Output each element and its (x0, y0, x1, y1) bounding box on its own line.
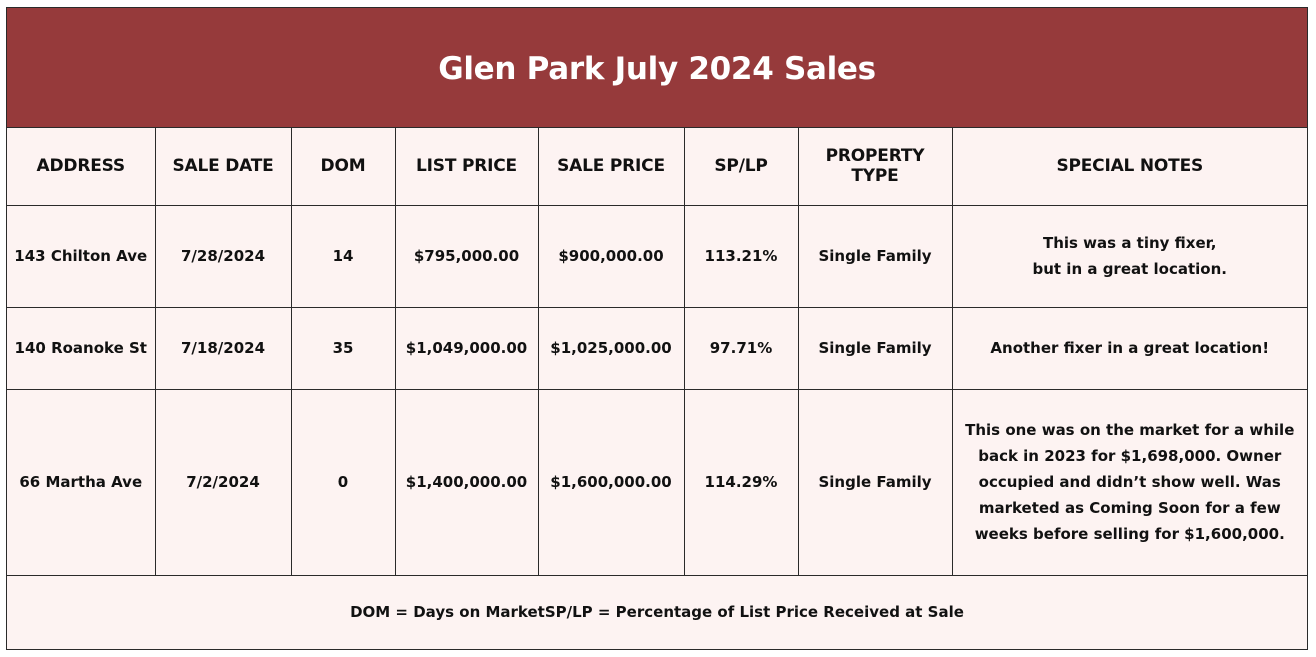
special-notes-cell: This was a tiny fixer, but in a great lo… (951, 204, 1307, 308)
dom-cell: 14 (290, 204, 396, 308)
sp-lp-cell: 97.71% (683, 306, 799, 390)
list-price-cell: $1,400,000.00 (394, 388, 539, 576)
list-price-cell: $795,000.00 (394, 204, 539, 308)
note-line: occupied and didn’t show well. Was (978, 473, 1281, 491)
sales-table: ADDRESS SALE DATE DOM LIST PRICE SALE PR… (7, 128, 1307, 576)
sale-price-cell: $900,000.00 (537, 204, 685, 308)
column-header-list-price: LIST PRICE (394, 128, 539, 206)
sales-sheet: Glen Park July 2024 Sales ADDRESS SALE D… (6, 7, 1308, 650)
address-cell: 66 Martha Ave (7, 388, 156, 576)
column-header-address: ADDRESS (7, 128, 156, 206)
table-row: 140 Roanoke St 7/18/2024 35 $1,049,000.0… (7, 306, 1307, 390)
note-line: This one was on the market for a while (965, 421, 1295, 439)
dom-cell: 0 (290, 388, 396, 576)
address-cell: 140 Roanoke St (7, 306, 156, 390)
table-row: 143 Chilton Ave 7/28/2024 14 $795,000.00… (7, 204, 1307, 308)
table-row: 66 Martha Ave 7/2/2024 0 $1,400,000.00 $… (7, 388, 1307, 576)
column-header-sale-price: SALE PRICE (537, 128, 685, 206)
sale-date-cell: 7/18/2024 (154, 306, 292, 390)
note-line: weeks before selling for $1,600,000. (974, 525, 1285, 543)
note-line: This was a tiny fixer, (1042, 234, 1217, 252)
note-line: but in a great location. (1032, 260, 1227, 278)
property-type-cell: Single Family (797, 388, 953, 576)
column-header-special-notes: SPECIAL NOTES (951, 128, 1307, 206)
note-line: Another fixer in a great location! (990, 339, 1270, 357)
sale-price-cell: $1,025,000.00 (537, 306, 685, 390)
title-banner: Glen Park July 2024 Sales (7, 8, 1307, 128)
column-header-property-type: PROPERTY TYPE (797, 128, 953, 206)
special-notes-cell: Another fixer in a great location! (951, 306, 1307, 390)
column-header-dom: DOM (290, 128, 396, 206)
legend-footer: DOM = Days on Market SP/LP = Percentage … (7, 575, 1307, 649)
sp-lp-cell: 113.21% (683, 204, 799, 308)
note-line: marketed as Coming Soon for a few (978, 499, 1281, 517)
list-price-cell: $1,049,000.00 (394, 306, 539, 390)
dom-legend: DOM = Days on Market (350, 603, 545, 621)
column-header-sp-lp: SP/LP (683, 128, 799, 206)
address-cell: 143 Chilton Ave (7, 204, 156, 308)
sp-lp-cell: 114.29% (683, 388, 799, 576)
property-type-cell: Single Family (797, 306, 953, 390)
sale-date-cell: 7/2/2024 (154, 388, 292, 576)
sp-lp-legend: SP/LP = Percentage of List Price Receive… (544, 603, 964, 621)
property-type-cell: Single Family (797, 204, 953, 308)
column-header-sale-date: SALE DATE (154, 128, 292, 206)
sale-price-cell: $1,600,000.00 (537, 388, 685, 576)
header-row: ADDRESS SALE DATE DOM LIST PRICE SALE PR… (7, 128, 1307, 206)
dom-cell: 35 (290, 306, 396, 390)
special-notes-cell: This one was on the market for a while b… (951, 388, 1307, 576)
page-title: Glen Park July 2024 Sales (438, 50, 876, 87)
sale-date-cell: 7/28/2024 (154, 204, 292, 308)
note-line: back in 2023 for $1,698,000. Owner (978, 447, 1282, 465)
